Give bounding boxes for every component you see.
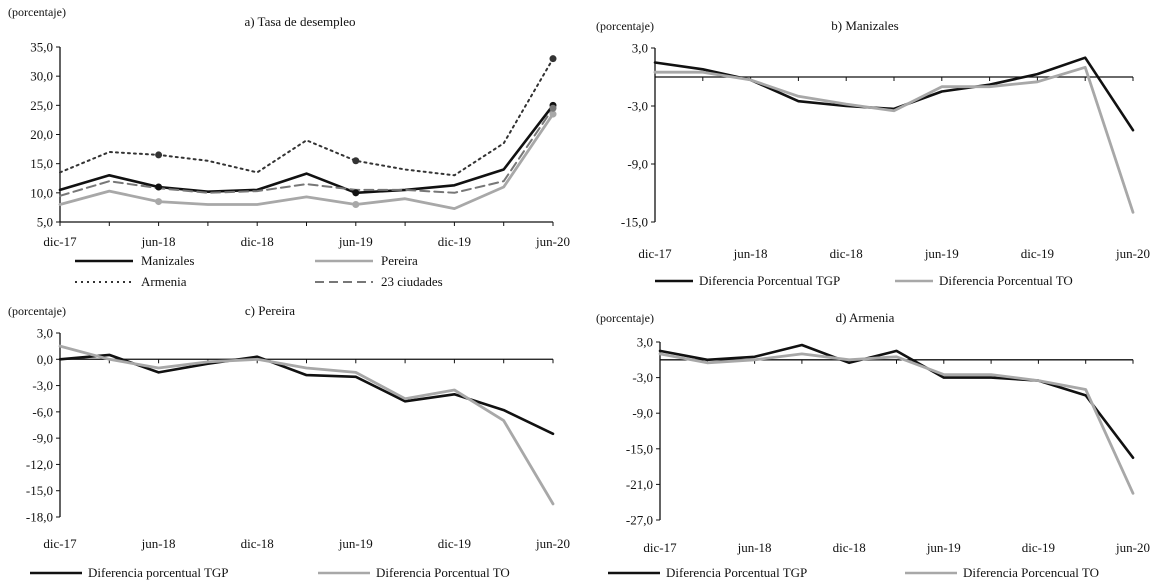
y-axis-label: (porcentaje) (596, 311, 654, 325)
x-tick-label: dic-17 (43, 234, 77, 249)
series-line-2 (658, 352, 1135, 495)
data-point (155, 198, 163, 206)
y-axis-label: (porcentaje) (596, 19, 654, 33)
y-tick-label: -3,0 (627, 99, 648, 114)
x-tick-label: jun-19 (338, 536, 373, 551)
y-tick-label: -15,0 (621, 215, 648, 230)
x-tick-label: jun-19 (924, 246, 959, 261)
y-axis-label: (porcentaje) (8, 304, 66, 318)
x-tick-label: dic-18 (833, 540, 866, 555)
chart-panel-1: 35,0 30,0 25,0 20,0 15,0 10,0 5,0 dic-17 jun-18 d… (8, 5, 570, 289)
x-tick-label: jun-18 (737, 540, 772, 555)
data-point (549, 55, 557, 63)
panel-title: b) Manizales (831, 18, 899, 33)
legend-label: Diferencia porcentual TGP (88, 565, 229, 580)
x-tick-label: jun-20 (1115, 246, 1150, 261)
series-line-2 (58, 112, 555, 211)
chart-panel-2: 3,0 -3,0 -9,0 -15,0 dic-17 jun-18 dic-18 jun-19… (596, 18, 1150, 288)
y-tick-label: 0,0 (37, 352, 53, 367)
data-point (352, 157, 360, 165)
series-line-1 (658, 343, 1135, 460)
y-tick-label: -9,0 (32, 431, 53, 446)
x-tick-label: dic-19 (438, 536, 471, 551)
x-tick-label: jun-19 (926, 540, 961, 555)
x-tick-label: dic-17 (43, 536, 77, 551)
data-point (352, 201, 360, 208)
x-tick-label: jun-18 (733, 246, 768, 261)
x-tick-label: jun-18 (141, 234, 176, 249)
y-tick-label: -21,0 (626, 477, 653, 492)
data-point (549, 110, 557, 118)
x-tick-label: dic-17 (638, 246, 672, 261)
y-tick-label: -27,0 (626, 513, 653, 528)
y-tick-label: 35,0 (30, 40, 53, 55)
data-point (549, 104, 557, 112)
y-tick-label: 15,0 (30, 156, 53, 171)
y-tick-label: -3,0 (32, 378, 53, 393)
y-tick-label: 3,0 (632, 41, 648, 56)
x-tick-label: jun-20 (1115, 540, 1150, 555)
legend-label: Diferencia Porcentual TO (376, 565, 510, 580)
x-tick-label: jun-20 (535, 536, 570, 551)
x-tick-label: dic-18 (241, 536, 274, 551)
y-tick-label: -18,0 (26, 510, 53, 525)
legend-label: Armenia (141, 274, 187, 289)
legend-label: Diferencia Porcencual TO (963, 565, 1099, 580)
y-tick-label: -6,0 (32, 404, 53, 419)
y-tick-label: -15,0 (26, 483, 53, 498)
y-tick-label: -9,0 (627, 157, 648, 172)
x-tick-label: dic-18 (241, 234, 274, 249)
legend-label: Diferencia Porcentual TO (939, 273, 1073, 288)
x-tick-label: dic-19 (1021, 246, 1054, 261)
series-line-2 (58, 344, 555, 506)
chart-panel-3: 3,0 0,0 -3,0 -6,0 -9,0 -12,0 -15,0 -18,0 dic-17 j… (8, 303, 570, 580)
y-axis-label: (porcentaje) (8, 5, 66, 19)
x-tick-label: jun-20 (535, 234, 570, 249)
y-tick-label: 3,0 (637, 335, 653, 350)
series-line-2 (653, 65, 1135, 214)
series-line-1 (653, 56, 1135, 132)
legend-label: Diferencia Porcentual TGP (699, 273, 840, 288)
x-tick-label: dic-18 (830, 246, 863, 261)
y-tick-label: 30,0 (30, 69, 53, 84)
y-tick-label: -15,0 (626, 441, 653, 456)
series-line-1 (58, 104, 555, 195)
y-tick-label: 5,0 (37, 215, 53, 230)
x-tick-label: dic-19 (438, 234, 471, 249)
chart-panel-4: 3,0 -3,0 -9,0 -15,0 -21,0 -27,0 dic-17 jun-18 di… (596, 310, 1150, 580)
legend-label: Pereira (381, 253, 418, 268)
y-tick-label: 20,0 (30, 127, 53, 142)
y-tick-label: -3,0 (632, 370, 653, 385)
data-point (352, 189, 360, 197)
x-tick-label: jun-18 (141, 536, 176, 551)
y-tick-label: -9,0 (632, 406, 653, 421)
data-point (155, 151, 163, 159)
x-tick-label: dic-17 (643, 540, 677, 555)
panel-title: c) Pereira (245, 303, 295, 318)
y-tick-label: -12,0 (26, 457, 53, 472)
legend-label: Diferencia Porcentual TGP (666, 565, 807, 580)
panel-title: a) Tasa de desempleo (244, 14, 355, 29)
y-tick-label: 3,0 (37, 326, 53, 341)
series-line-3 (59, 57, 554, 177)
panel-title: d) Armenia (836, 310, 895, 325)
y-tick-label: 10,0 (30, 185, 53, 200)
y-tick-label: 25,0 (30, 98, 53, 113)
series-line-4 (59, 107, 554, 197)
x-tick-label: dic-19 (1022, 540, 1055, 555)
x-tick-label: jun-19 (338, 234, 373, 249)
legend-label: 23 ciudades (381, 274, 443, 289)
legend-label: Manizales (141, 253, 194, 268)
data-point (155, 183, 163, 191)
